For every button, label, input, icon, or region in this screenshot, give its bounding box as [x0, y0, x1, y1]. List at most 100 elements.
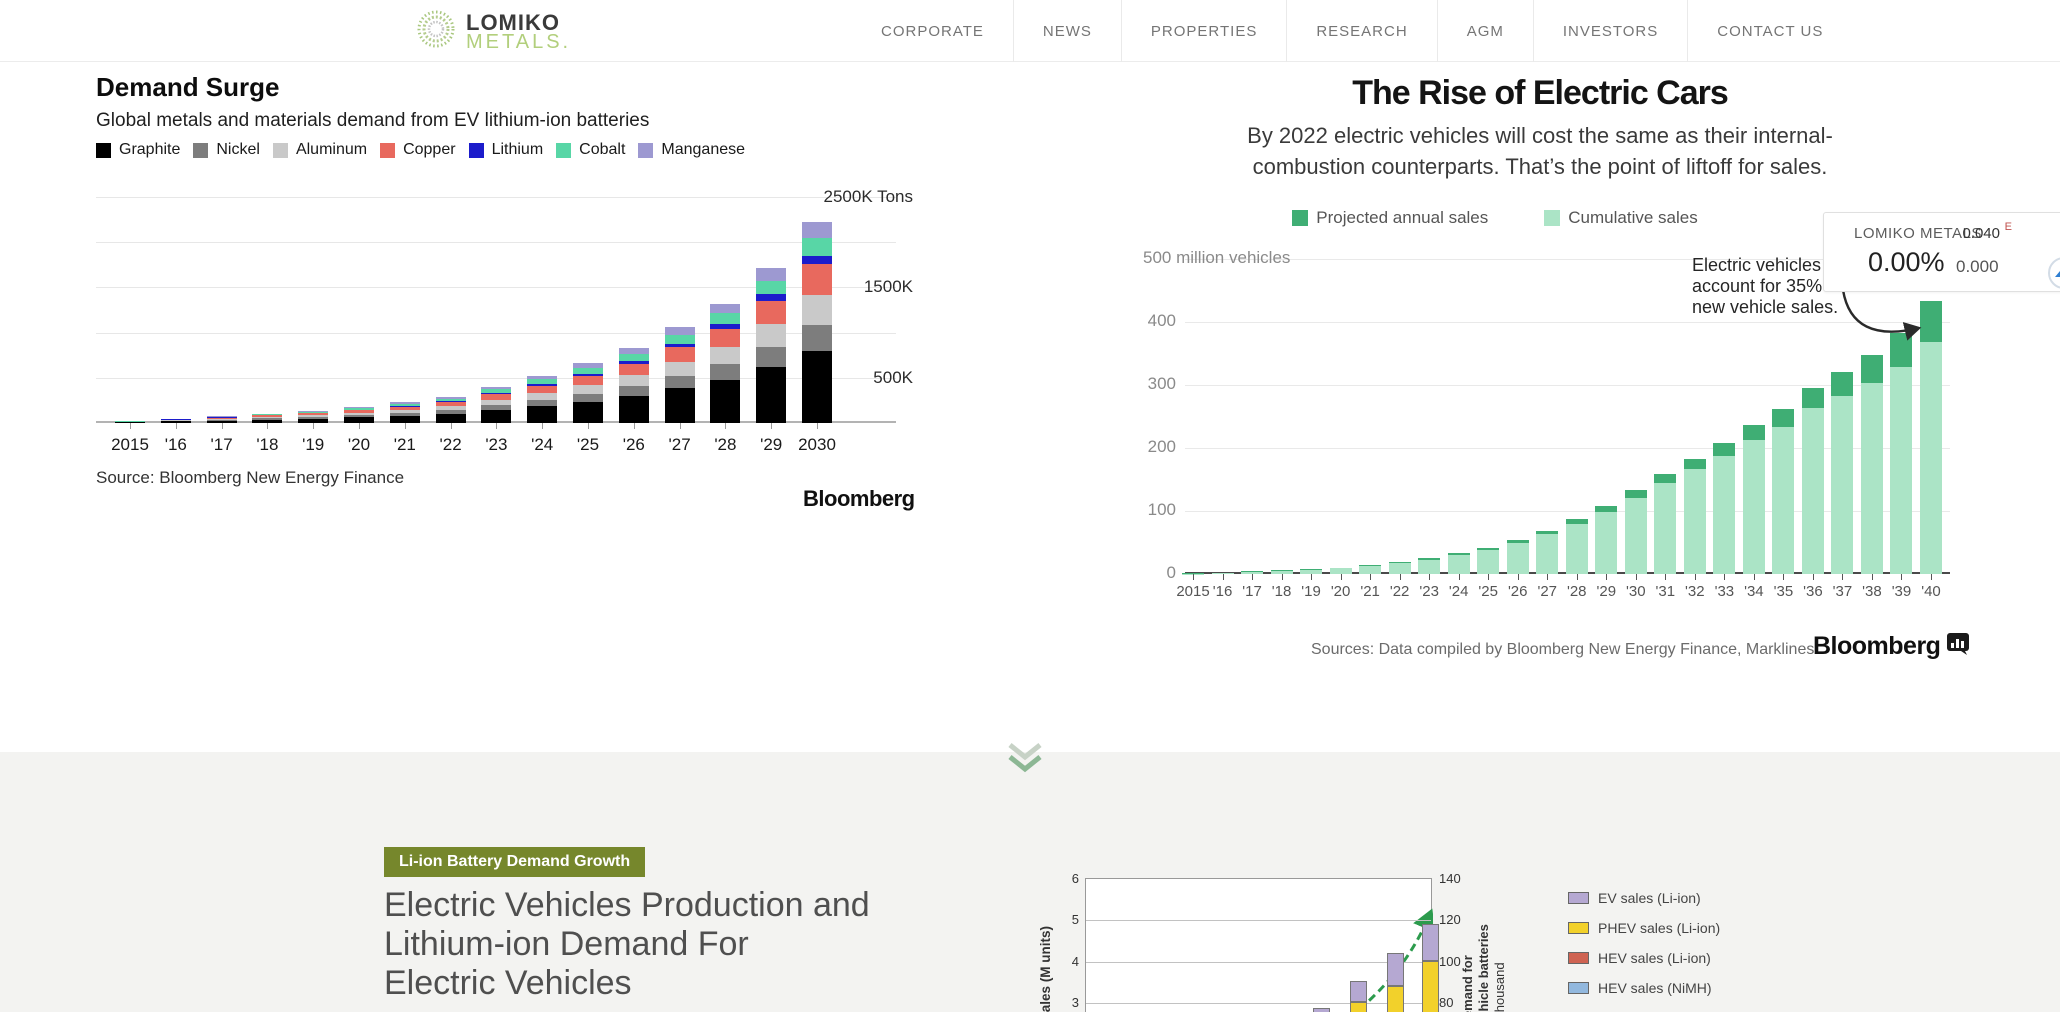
right-axis-label-line2: vehicle batteries — [1476, 924, 1492, 1012]
x-axis-tick — [313, 423, 314, 429]
legend-label: Cumulative sales — [1568, 208, 1697, 228]
x-axis-label: '19 — [289, 435, 337, 455]
stacked-bar — [1743, 425, 1765, 574]
y-axis-label: 2500K Tons — [824, 187, 913, 207]
cobalt-swatch — [556, 143, 571, 158]
bar-segment — [1684, 469, 1706, 574]
x-axis-tick — [1370, 574, 1371, 580]
stacked-bar — [1418, 558, 1440, 574]
bar-segment — [756, 367, 786, 423]
x-axis-tick — [1931, 574, 1932, 580]
legend-label: Lithium — [492, 141, 544, 159]
stacked-bar — [1507, 540, 1529, 574]
y-axis-label: 300 — [1148, 374, 1176, 394]
x-axis-tick — [1842, 574, 1843, 580]
stacked-bar — [344, 407, 374, 423]
nav-contact-us[interactable]: CONTACT US — [1687, 0, 1852, 62]
x-axis-tick — [634, 423, 635, 429]
x-axis-label: '26 — [610, 435, 658, 455]
bar-segment — [710, 380, 740, 423]
bar-segment-ev — [1313, 1008, 1330, 1012]
x-axis-tick — [451, 423, 452, 429]
demand-chart-source: Source: Bloomberg New Energy Finance — [96, 468, 404, 488]
bloomberg-logo-right: Bloomberg — [1813, 632, 1970, 661]
bar-segment — [573, 402, 603, 423]
bar-segment — [619, 396, 649, 423]
x-axis-tick — [1341, 574, 1342, 580]
left-axis-tick-label: 5 — [1072, 912, 1079, 927]
bar-segment — [1389, 563, 1411, 574]
y-axis-label: 400 — [1148, 311, 1176, 331]
bar-segment — [802, 238, 832, 256]
bar-segment — [665, 362, 695, 376]
bar-segment — [1625, 498, 1647, 574]
hev-liion-swatch — [1568, 952, 1589, 964]
heading-line2: Lithium-ion Demand For — [384, 925, 870, 964]
stacked-bar — [390, 402, 420, 423]
bar-segment — [573, 394, 603, 402]
x-axis-label: '28 — [701, 435, 749, 455]
page: LOMIKO METALS. CORPORATE NEWS PROPERTIES… — [0, 0, 2060, 1012]
stacked-bar — [1684, 459, 1706, 574]
stacked-bar — [756, 268, 786, 423]
nav-properties[interactable]: PROPERTIES — [1121, 0, 1286, 62]
x-axis-tick — [130, 423, 131, 429]
bar-segment — [527, 393, 557, 400]
stacked-bar — [710, 304, 740, 423]
liion-left-axis-label: Vehicle sales (M units) — [1038, 926, 1053, 1012]
bloomberg-chart-icon — [1946, 632, 1970, 661]
gridline — [96, 197, 896, 198]
heading-line3: Electric Vehicles — [384, 964, 870, 1003]
nav-research[interactable]: RESEARCH — [1286, 0, 1436, 62]
bar-segment — [619, 354, 649, 361]
x-axis-label: '17 — [198, 435, 246, 455]
heading-line1: Electric Vehicles Production and — [384, 886, 870, 925]
x-axis-label: 2030 — [793, 435, 841, 455]
bar-segment — [756, 281, 786, 295]
bar-segment — [527, 406, 557, 423]
x-axis-label: '27 — [656, 435, 704, 455]
right-axis-tick-label: 80 — [1439, 995, 1453, 1010]
x-axis-label: '20 — [335, 435, 383, 455]
section-heading: Electric Vehicles Production and Lithium… — [384, 886, 870, 1003]
x-axis-tick — [359, 423, 360, 429]
y-axis-label: 200 — [1148, 437, 1176, 457]
nav-news[interactable]: NEWS — [1013, 0, 1121, 62]
x-axis-tick — [1606, 574, 1607, 580]
scroll-down-chevron-icon[interactable] — [1003, 742, 1047, 783]
nav-agm[interactable]: AGM — [1437, 0, 1533, 62]
logo-line2: METALS. — [466, 33, 571, 52]
bar-segment — [619, 375, 649, 386]
legend-label: Cobalt — [579, 141, 625, 159]
nav-investors[interactable]: INVESTORS — [1533, 0, 1687, 62]
lithium-swatch — [469, 143, 484, 158]
x-axis-tick — [1400, 574, 1401, 580]
x-axis-tick — [588, 423, 589, 429]
x-axis-tick — [1665, 574, 1666, 580]
stacked-bar — [1387, 953, 1404, 1012]
x-axis-tick — [1252, 574, 1253, 580]
legend-item-lithium: Lithium — [469, 141, 544, 159]
bar-segment — [665, 388, 695, 423]
x-axis-tick — [1518, 574, 1519, 580]
bar-segment — [665, 327, 695, 335]
bar-segment — [1831, 396, 1853, 574]
bar-segment — [710, 304, 740, 314]
nav-corporate[interactable]: CORPORATE — [852, 0, 1013, 62]
legend-item-manganese: Manganese — [638, 141, 745, 159]
ticker-chart-icon[interactable] — [2046, 255, 2060, 296]
bar-segment — [1566, 524, 1588, 574]
bar-segment-phev — [1350, 1002, 1367, 1012]
bar-segment — [1654, 483, 1676, 574]
bar-segment — [665, 347, 695, 361]
bar-segment — [710, 313, 740, 324]
x-axis-label: 2015 — [106, 435, 154, 455]
logo[interactable]: LOMIKO METALS. — [416, 9, 571, 54]
bar-segment — [1595, 512, 1617, 574]
stacked-bar — [665, 327, 695, 423]
liion-plot: 654314012010080 — [1085, 878, 1432, 1012]
x-axis-tick — [222, 423, 223, 429]
logo-line1: LOMIKO — [466, 12, 571, 33]
stock-ticker-widget[interactable]: LOMIKO METALS 0.040 E 0.00% 0.000 — [1823, 212, 2060, 292]
y-axis-label: 1500K — [864, 277, 913, 297]
